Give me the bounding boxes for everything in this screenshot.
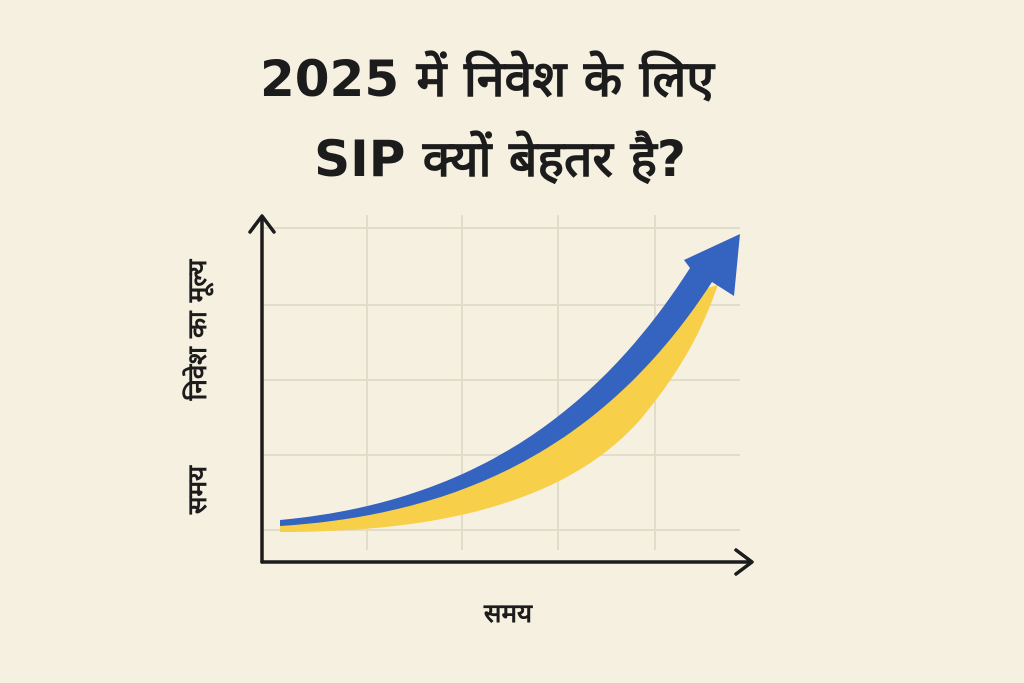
growth-arrow (280, 234, 740, 526)
y-axis-label: समय (183, 465, 213, 515)
x-axis-label: समय (483, 599, 533, 629)
title-line: SIP क्यों बेहतर है? (314, 130, 686, 188)
yellow-band (280, 285, 718, 532)
title-line: 2025 में निवेश के लिए (260, 50, 716, 108)
y-axis-label: निवेश का मूल्य (182, 259, 214, 402)
axes (248, 214, 754, 576)
